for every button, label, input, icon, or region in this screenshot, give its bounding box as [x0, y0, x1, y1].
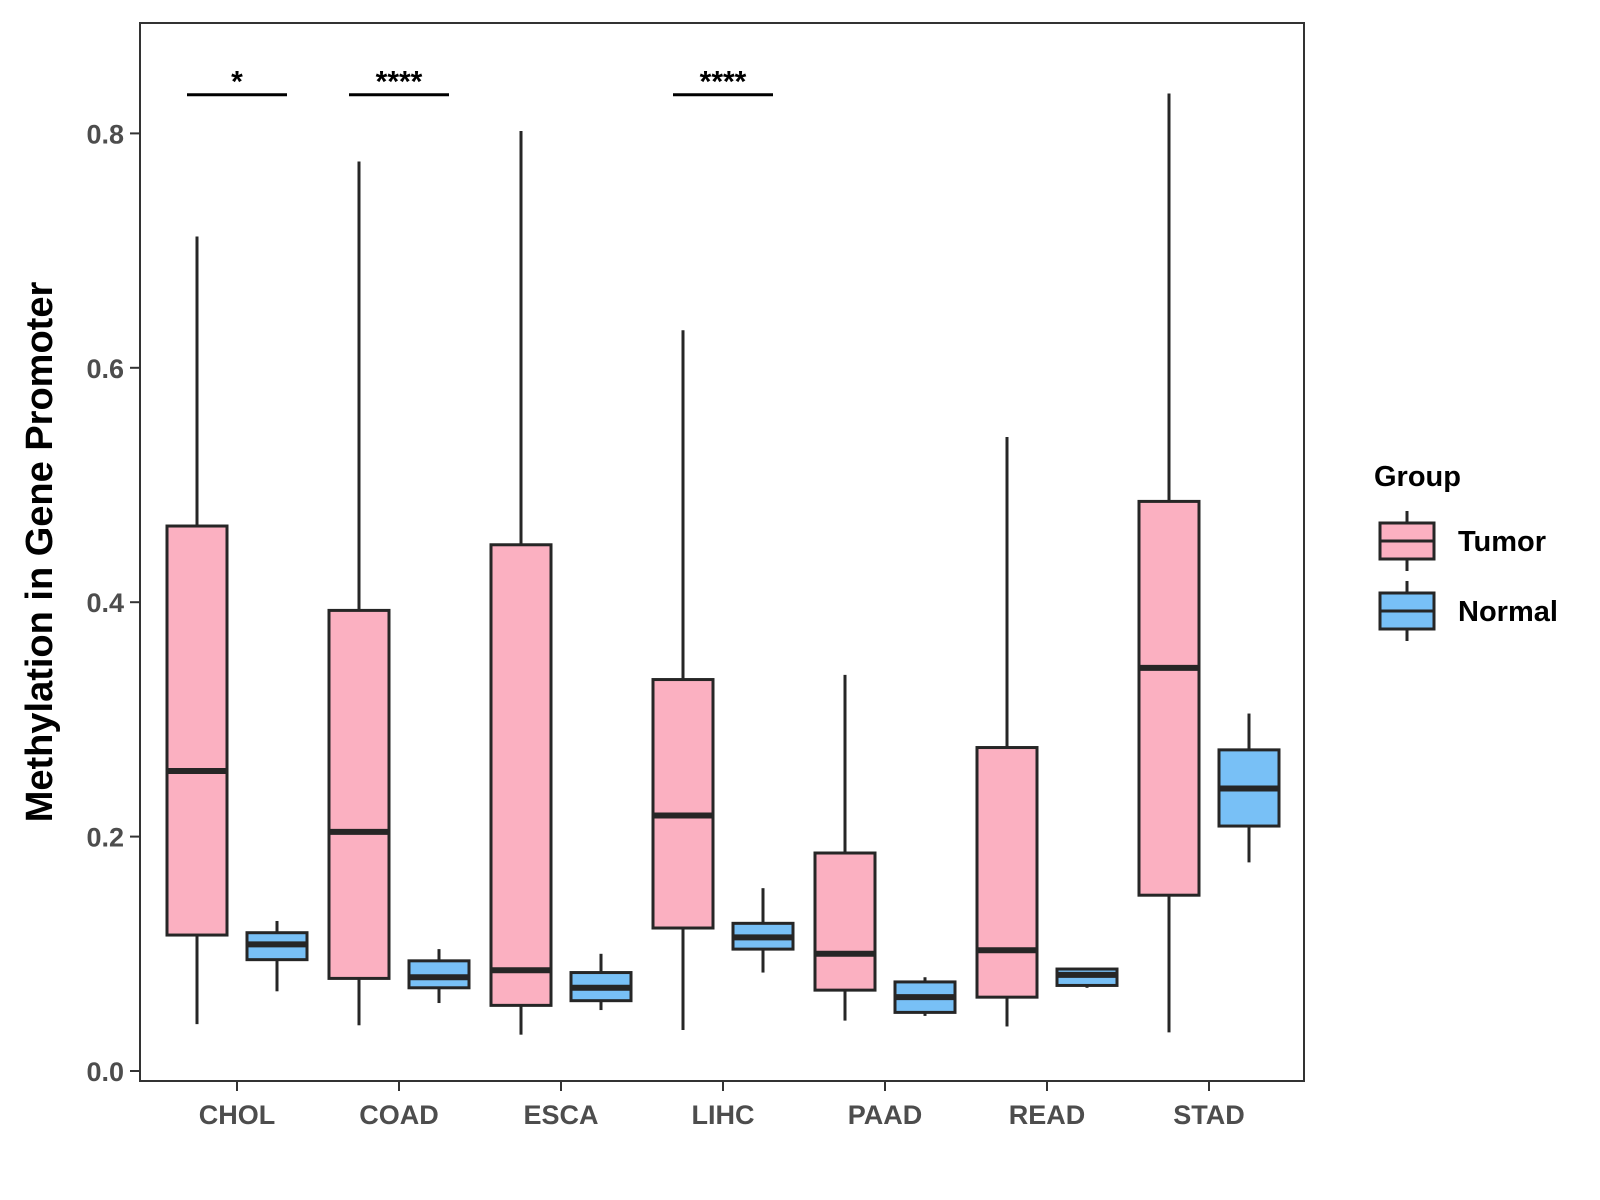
box-normal-stad: [1217, 713, 1281, 863]
significance-label: ****: [376, 66, 423, 99]
legend-label-normal: Normal: [1458, 596, 1558, 628]
box-normal-read: [1055, 967, 1119, 988]
box-tumor-read: [975, 436, 1039, 1027]
legend-title: Group: [1374, 461, 1461, 493]
significance-label: ****: [700, 66, 747, 99]
significance-chol: *: [187, 66, 287, 99]
x-tick-label: PAAD: [848, 1100, 923, 1130]
box-normal-coad: [407, 949, 471, 1004]
legend-key-normal: Normal: [1378, 581, 1558, 641]
legend: Group Tumor Normal: [1374, 461, 1558, 641]
box-tumor-stad: [1137, 93, 1201, 1033]
legend-key-tumor: Tumor: [1378, 511, 1546, 571]
significance-coad: ****: [349, 66, 449, 99]
significance-label: *: [231, 66, 243, 99]
box-body: [651, 678, 715, 930]
box-body: [1137, 499, 1201, 897]
box-normal-lihc: [731, 888, 795, 973]
x-tick-label: CHOL: [199, 1100, 276, 1130]
y-tick-label: 0.4: [86, 588, 124, 618]
y-axis-title: Methylation in Gene Promoter: [19, 282, 61, 823]
x-tick-label: COAD: [359, 1100, 439, 1130]
box-tumor-paad: [813, 674, 877, 1021]
box-body: [813, 851, 877, 992]
y-tick-label: 0.0: [86, 1057, 124, 1087]
box-normal-paad: [893, 977, 957, 1016]
x-tick-label: STAD: [1173, 1100, 1245, 1130]
y-tick-label: 0.6: [86, 354, 124, 384]
legend-label-tumor: Tumor: [1458, 526, 1546, 558]
series-tumor: [165, 93, 1201, 1035]
box-normal-chol: [245, 920, 309, 992]
box-tumor-chol: [165, 236, 229, 1025]
x-tick-label: ESCA: [523, 1100, 598, 1130]
y-tick-label: 0.8: [86, 119, 124, 149]
box-body: [327, 608, 391, 980]
box-body: [975, 746, 1039, 999]
plot-marks: * **** ****: [165, 66, 1281, 1035]
y-tick-label: 0.2: [86, 823, 124, 853]
x-tick-label: READ: [1009, 1100, 1086, 1130]
box-tumor-esca: [489, 131, 553, 1035]
box-body: [489, 543, 553, 1007]
box-tumor-lihc: [651, 330, 715, 1030]
series-normal: [245, 713, 1281, 1016]
axes: 0.0 0.2 0.4 0.6 0.8 CHOL COAD ESCA LIHC PAAD READ S…: [86, 119, 1244, 1130]
x-tick-label: LIHC: [692, 1100, 755, 1130]
significance-lihc: ****: [673, 66, 773, 99]
box-normal-esca: [569, 953, 633, 1011]
box-tumor-coad: [327, 161, 391, 1026]
box-body: [165, 524, 229, 937]
